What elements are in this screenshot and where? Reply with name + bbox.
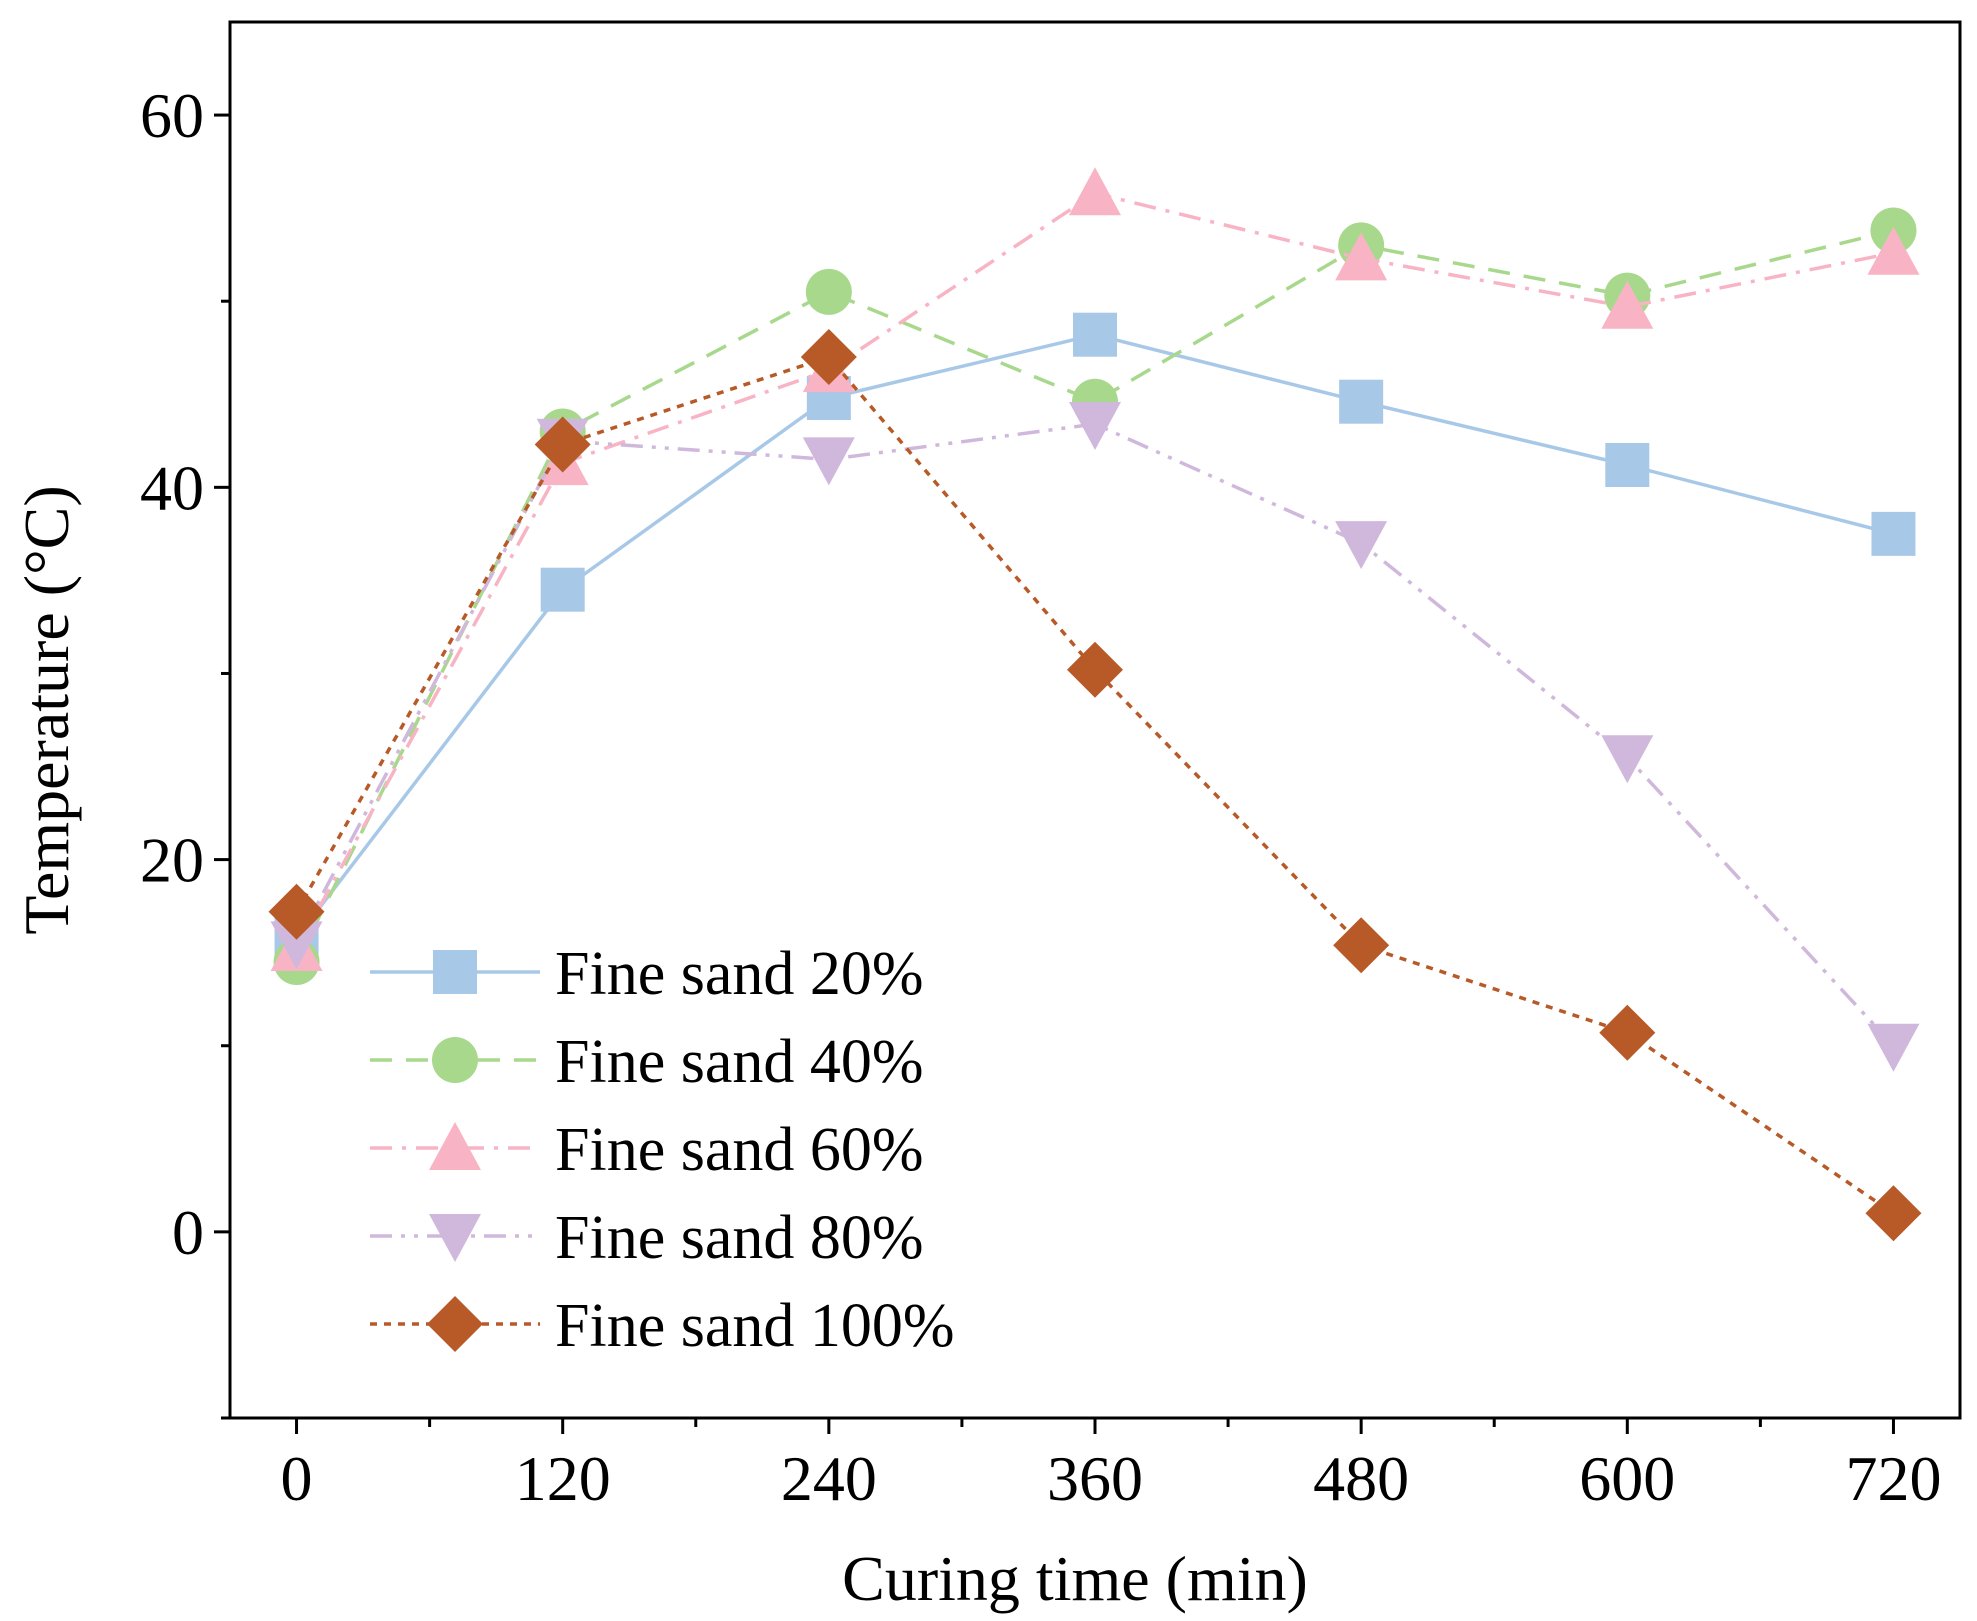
plot-frame xyxy=(228,20,1962,1420)
data-point-fine-sand-20 xyxy=(1073,312,1117,357)
data-point-fine-sand-80 xyxy=(1867,1023,1920,1072)
data-point-fine-sand-20 xyxy=(1871,511,1916,556)
legend-item-fine-sand-40: Fine sand 40% xyxy=(370,1028,924,1096)
series-line-fine-sand-80 xyxy=(294,422,1895,1047)
legend-label-fine-sand-60: Fine sand 60% xyxy=(555,1116,924,1184)
legend-item-fine-sand-80: Fine sand 80% xyxy=(370,1204,924,1272)
data-point-fine-sand-60 xyxy=(1867,226,1920,275)
data-point-fine-sand-40 xyxy=(805,268,852,315)
y-tick-label: 40 xyxy=(140,452,204,523)
data-point-fine-sand-100 xyxy=(1333,917,1390,974)
data-point-fine-sand-60 xyxy=(1335,232,1388,281)
legend-marker-fine-sand-40 xyxy=(432,1037,478,1083)
data-point-fine-sand-100 xyxy=(800,329,857,386)
legend-label-fine-sand-20: Fine sand 20% xyxy=(555,940,924,1008)
x-tick-label: 120 xyxy=(515,1443,611,1514)
x-tick-label: 480 xyxy=(1313,1443,1409,1514)
data-point-fine-sand-100 xyxy=(1865,1185,1922,1242)
legend-label-fine-sand-100: Fine sand 100% xyxy=(555,1292,955,1360)
data-point-fine-sand-80 xyxy=(802,437,855,486)
data-point-fine-sand-80 xyxy=(1335,521,1388,570)
y-tick-label: 60 xyxy=(140,80,204,151)
x-tick-label: 600 xyxy=(1579,1443,1675,1514)
data-point-fine-sand-60 xyxy=(1069,167,1121,216)
y-axis-title: Temperature (°C) xyxy=(11,485,82,934)
series-fine-sand-100 xyxy=(268,329,1922,1242)
data-point-fine-sand-100 xyxy=(1599,1004,1656,1061)
x-tick-label: 240 xyxy=(781,1443,877,1514)
data-point-fine-sand-100 xyxy=(534,416,591,473)
legend-label-fine-sand-80: Fine sand 80% xyxy=(555,1204,924,1272)
data-point-fine-sand-20 xyxy=(1339,379,1384,424)
legend-marker-fine-sand-80 xyxy=(429,1214,481,1262)
x-tick-label: 0 xyxy=(281,1443,313,1514)
legend-marker-fine-sand-100 xyxy=(427,1296,483,1352)
legend-item-fine-sand-100: Fine sand 100% xyxy=(370,1292,955,1360)
y-tick-label: 0 xyxy=(172,1197,204,1268)
x-axis-title: Curing time (min) xyxy=(842,1543,1308,1614)
y-tick-label: 20 xyxy=(140,825,204,896)
data-point-fine-sand-80 xyxy=(1069,402,1121,451)
data-point-fine-sand-60 xyxy=(1601,280,1654,329)
x-tick-label: 720 xyxy=(1845,1443,1941,1514)
data-point-fine-sand-100 xyxy=(1067,641,1123,698)
data-point-fine-sand-100 xyxy=(268,883,325,940)
series-line-fine-sand-60 xyxy=(295,191,1894,950)
data-point-fine-sand-80 xyxy=(270,921,323,970)
legend-label-fine-sand-40: Fine sand 40% xyxy=(555,1028,924,1096)
x-tick-label: 360 xyxy=(1047,1443,1143,1514)
legend-marker-fine-sand-20 xyxy=(433,950,477,994)
series-fine-sand-60 xyxy=(270,167,1920,971)
data-point-fine-sand-20 xyxy=(1605,442,1650,487)
legend-item-fine-sand-60: Fine sand 60% xyxy=(370,1116,924,1184)
legend-marker-fine-sand-60 xyxy=(429,1122,481,1170)
data-point-fine-sand-80 xyxy=(1601,735,1654,784)
legend-item-fine-sand-20: Fine sand 20% xyxy=(370,940,924,1008)
data-point-fine-sand-20 xyxy=(540,567,585,612)
